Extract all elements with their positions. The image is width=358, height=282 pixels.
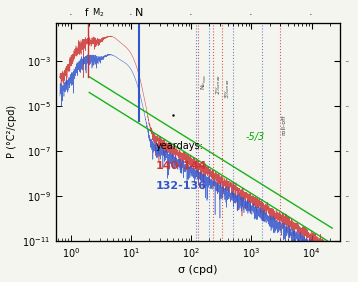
Text: 132-136: 132-136 [155,180,206,191]
X-axis label: σ (cpd): σ (cpd) [178,265,218,275]
Y-axis label: P (°C²/cpd): P (°C²/cpd) [7,105,17,158]
Text: yeardays:: yeardays: [155,141,203,151]
Text: N$_{b_{max}}$: N$_{b_{max}}$ [199,74,209,90]
Text: N: N [135,8,143,18]
Text: 140-144: 140-144 [155,161,207,171]
Text: -5/3: -5/3 [246,132,265,142]
Text: f: f [85,8,88,18]
Text: 3%$_{max}$: 3%$_{max}$ [223,78,232,99]
Text: M$_2$: M$_2$ [92,7,105,19]
Text: 2%$_{max}$: 2%$_{max}$ [214,74,223,95]
Text: roll-off: roll-off [281,115,286,135]
